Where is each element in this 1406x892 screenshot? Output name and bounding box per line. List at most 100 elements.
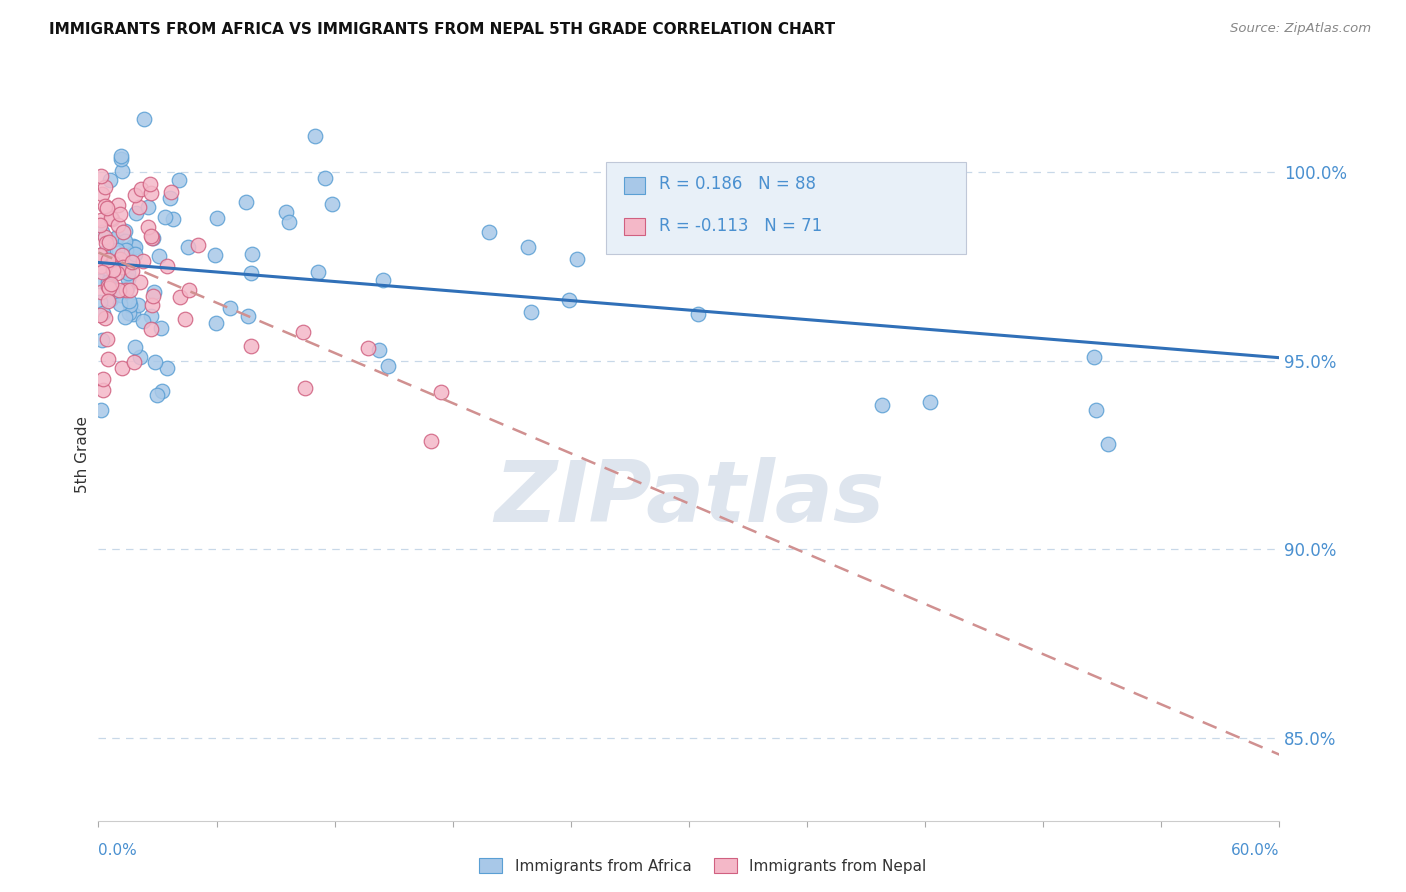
Point bbox=[121, 256, 143, 270]
Point bbox=[278, 215, 301, 229]
Point bbox=[121, 238, 143, 252]
Point bbox=[141, 231, 163, 245]
Point bbox=[219, 301, 242, 316]
Point bbox=[238, 310, 260, 324]
Point bbox=[108, 207, 131, 221]
Point bbox=[371, 273, 394, 287]
Point bbox=[111, 361, 134, 376]
Point bbox=[90, 169, 112, 184]
Point bbox=[129, 182, 152, 196]
Point bbox=[117, 266, 139, 280]
Point bbox=[115, 280, 138, 294]
Point bbox=[120, 298, 142, 312]
Point bbox=[114, 243, 136, 257]
Point bbox=[96, 332, 118, 346]
Point bbox=[114, 224, 136, 238]
Point bbox=[124, 247, 146, 261]
Point bbox=[136, 200, 159, 214]
Point bbox=[686, 307, 709, 321]
Point bbox=[97, 293, 120, 308]
Point bbox=[146, 388, 169, 402]
Point bbox=[204, 248, 226, 262]
Point bbox=[89, 295, 111, 310]
Point bbox=[141, 298, 163, 312]
Point bbox=[107, 218, 129, 232]
Point bbox=[124, 340, 146, 354]
Point bbox=[117, 272, 139, 286]
Point bbox=[142, 231, 165, 245]
Point bbox=[90, 259, 112, 273]
Point bbox=[97, 279, 120, 293]
Point bbox=[153, 210, 176, 224]
Point bbox=[136, 219, 159, 234]
Point bbox=[111, 226, 134, 240]
Point bbox=[160, 185, 183, 199]
Point bbox=[1085, 402, 1108, 417]
Point bbox=[177, 283, 200, 297]
Point bbox=[239, 266, 262, 280]
Point bbox=[89, 249, 111, 263]
Point bbox=[177, 240, 200, 254]
Point bbox=[103, 256, 125, 270]
Point bbox=[420, 434, 443, 448]
Point bbox=[148, 250, 170, 264]
Point bbox=[90, 225, 112, 239]
Point bbox=[478, 225, 501, 239]
Point bbox=[98, 270, 121, 285]
Point bbox=[169, 290, 191, 304]
Point bbox=[89, 309, 111, 323]
Point bbox=[139, 309, 162, 323]
Point bbox=[110, 287, 132, 301]
Point bbox=[565, 252, 588, 266]
Point bbox=[879, 171, 901, 186]
Point bbox=[101, 212, 124, 227]
Point bbox=[105, 230, 128, 244]
Point bbox=[108, 283, 131, 297]
Point bbox=[118, 293, 141, 308]
Point bbox=[91, 333, 114, 347]
Point bbox=[118, 284, 141, 298]
Point bbox=[205, 211, 228, 226]
Point bbox=[132, 254, 155, 268]
Text: 0.0%: 0.0% bbox=[98, 843, 138, 858]
Point bbox=[368, 343, 391, 357]
Point bbox=[104, 260, 127, 275]
Point bbox=[167, 173, 190, 187]
Point bbox=[127, 298, 149, 312]
Point bbox=[90, 285, 112, 300]
Point bbox=[239, 339, 262, 353]
Text: R = -0.113   N = 71: R = -0.113 N = 71 bbox=[659, 217, 823, 235]
FancyBboxPatch shape bbox=[624, 219, 645, 235]
Point bbox=[91, 248, 114, 262]
Point bbox=[111, 248, 134, 262]
Point bbox=[149, 321, 172, 335]
Point bbox=[103, 282, 125, 296]
Point bbox=[173, 312, 195, 326]
Point bbox=[156, 259, 179, 273]
Point bbox=[90, 403, 112, 417]
Point bbox=[111, 164, 134, 178]
Legend: Immigrants from Africa, Immigrants from Nepal: Immigrants from Africa, Immigrants from … bbox=[474, 852, 932, 880]
Point bbox=[90, 265, 112, 279]
Point bbox=[111, 260, 134, 274]
Text: ZIPatlas: ZIPatlas bbox=[494, 458, 884, 541]
Point bbox=[105, 244, 128, 258]
Point bbox=[104, 231, 127, 245]
Point bbox=[304, 129, 326, 144]
Point bbox=[118, 306, 141, 320]
Point bbox=[517, 240, 540, 254]
Point bbox=[870, 398, 893, 412]
FancyBboxPatch shape bbox=[624, 177, 645, 194]
Point bbox=[89, 218, 111, 232]
Point bbox=[94, 244, 117, 259]
Point bbox=[97, 352, 120, 367]
Text: R = 0.186   N = 88: R = 0.186 N = 88 bbox=[659, 176, 817, 194]
Point bbox=[156, 360, 179, 375]
Point bbox=[107, 198, 129, 212]
Point bbox=[121, 264, 143, 278]
Point bbox=[122, 354, 145, 368]
Point bbox=[142, 289, 165, 303]
Point bbox=[100, 277, 122, 291]
Point bbox=[91, 305, 114, 319]
Point bbox=[139, 177, 162, 191]
